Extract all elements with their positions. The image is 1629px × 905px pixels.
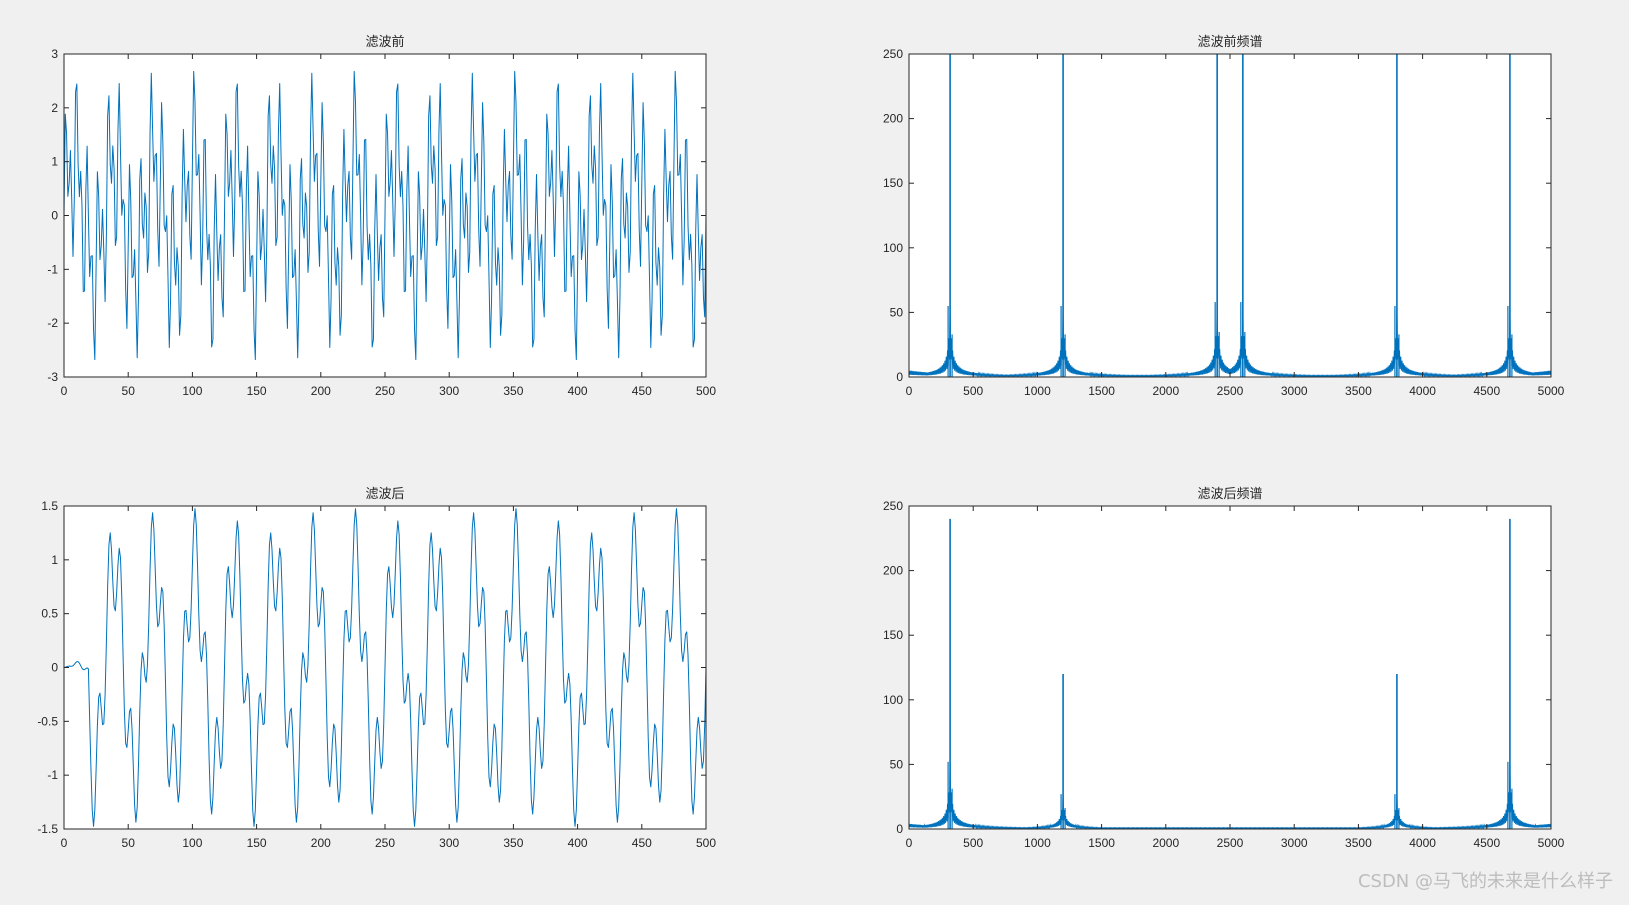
y-tick-label: -1.5 — [37, 822, 58, 836]
x-tick-label: 350 — [503, 836, 523, 850]
y-tick-label: -1 — [47, 768, 58, 782]
x-tick-label: 0 — [61, 836, 68, 850]
y-tick-label: 50 — [890, 305, 904, 319]
spectrum-leakage — [909, 302, 1551, 378]
y-tick-label: 100 — [883, 241, 903, 255]
x-tick-label: 4500 — [1473, 384, 1500, 398]
x-tick-label: 150 — [247, 384, 267, 398]
x-tick-label: 5000 — [1538, 836, 1565, 850]
series-line — [64, 508, 706, 827]
axes-before-time: 滤波前 0 50 100 150 200 250 300 350 400 450 500 -3 -2 -1 0… — [47, 34, 716, 398]
y-tick-label: 2 — [51, 101, 58, 115]
x-tick-label: 2000 — [1152, 836, 1179, 850]
x-tick-label: 1500 — [1088, 384, 1115, 398]
x-tick-label: 350 — [503, 384, 523, 398]
x-tick-label: 5000 — [1538, 384, 1565, 398]
y-tick-label: 0 — [896, 370, 903, 384]
series-line — [64, 70, 706, 361]
x-tick-label: 2500 — [1217, 384, 1244, 398]
axes-frame — [63, 505, 707, 830]
y-tick-label: 0 — [51, 661, 58, 675]
y-tick-label: 0 — [51, 209, 58, 223]
x-tick-label: 2000 — [1152, 384, 1179, 398]
chart-title: 滤波前频谱 — [1197, 34, 1262, 50]
x-tick-label: 250 — [375, 384, 395, 398]
y-tick-label: 150 — [883, 176, 903, 190]
x-tick-label: 2500 — [1217, 836, 1244, 850]
series-group — [909, 53, 1551, 378]
y-tick-label: -0.5 — [37, 714, 58, 728]
x-tick-label: 100 — [182, 836, 202, 850]
x-tick-label: 450 — [632, 384, 652, 398]
plot-area — [909, 54, 1551, 377]
y-tick-label: 0.5 — [41, 607, 58, 621]
x-tick-label: 200 — [311, 836, 331, 850]
y-tick-label: 250 — [883, 47, 903, 61]
x-tick-label: 0 — [906, 836, 913, 850]
y-tick-label: 100 — [883, 693, 903, 707]
y-tick-label: 3 — [51, 47, 58, 61]
chart-title: 滤波前 — [365, 34, 404, 50]
x-tick-label: 1000 — [1024, 384, 1051, 398]
x-tick-label: 250 — [375, 836, 395, 850]
y-tick-label: 1.5 — [41, 499, 58, 513]
x-tick-label: 1500 — [1088, 836, 1115, 850]
x-tick-label: 400 — [568, 384, 588, 398]
x-tick-label: 1000 — [1024, 836, 1051, 850]
x-tick-label: 500 — [696, 836, 716, 850]
x-tick-label: 450 — [632, 836, 652, 850]
y-tick-label: 200 — [883, 112, 903, 126]
y-tick-label: 250 — [883, 499, 903, 513]
x-tick-label: 0 — [906, 384, 913, 398]
x-tick-label: 4500 — [1473, 836, 1500, 850]
x-tick-label: 100 — [182, 384, 202, 398]
x-tick-label: 3000 — [1281, 384, 1308, 398]
series-group — [64, 70, 706, 361]
y-tick-label: -1 — [47, 262, 58, 276]
y-tick-label: -2 — [47, 316, 58, 330]
y-tick-label: 1 — [51, 155, 58, 169]
y-tick-label: 0 — [896, 822, 903, 836]
chart-title: 滤波后 — [365, 487, 404, 502]
y-tick-label: -3 — [47, 370, 58, 384]
x-tick-label: 4000 — [1409, 836, 1436, 850]
axes-frame — [908, 505, 1552, 830]
y-tick-label: 1 — [51, 553, 58, 567]
x-tick-label: 300 — [439, 384, 459, 398]
x-tick-label: 3500 — [1345, 836, 1372, 850]
axes-after-time: 滤波后 0 50 100 150 200 250 300 350 400 450 500 -1.5 -1 -… — [37, 487, 716, 850]
y-tick-label: 50 — [890, 757, 904, 771]
axes-frame — [908, 53, 1552, 378]
watermark: CSDN @马飞的未来是什么样子 — [1357, 871, 1613, 892]
x-tick-label: 500 — [963, 836, 983, 850]
plot-area — [909, 506, 1551, 829]
x-tick-label: 150 — [247, 836, 267, 850]
series-group — [64, 508, 706, 827]
x-tick-label: 400 — [568, 836, 588, 850]
x-tick-label: 500 — [963, 384, 983, 398]
y-tick-label: 150 — [883, 628, 903, 642]
x-tick-label: 4000 — [1409, 384, 1436, 398]
y-tick-label: 200 — [883, 564, 903, 578]
x-tick-label: 300 — [439, 836, 459, 850]
x-tick-label: 0 — [61, 384, 68, 398]
x-tick-label: 3500 — [1345, 384, 1372, 398]
chart-title: 滤波后频谱 — [1197, 487, 1262, 502]
axes-frame — [63, 53, 707, 378]
x-tick-label: 3000 — [1281, 836, 1308, 850]
x-tick-label: 200 — [311, 384, 331, 398]
x-tick-label: 50 — [122, 384, 136, 398]
x-tick-label: 50 — [122, 836, 136, 850]
x-tick-label: 500 — [696, 384, 716, 398]
